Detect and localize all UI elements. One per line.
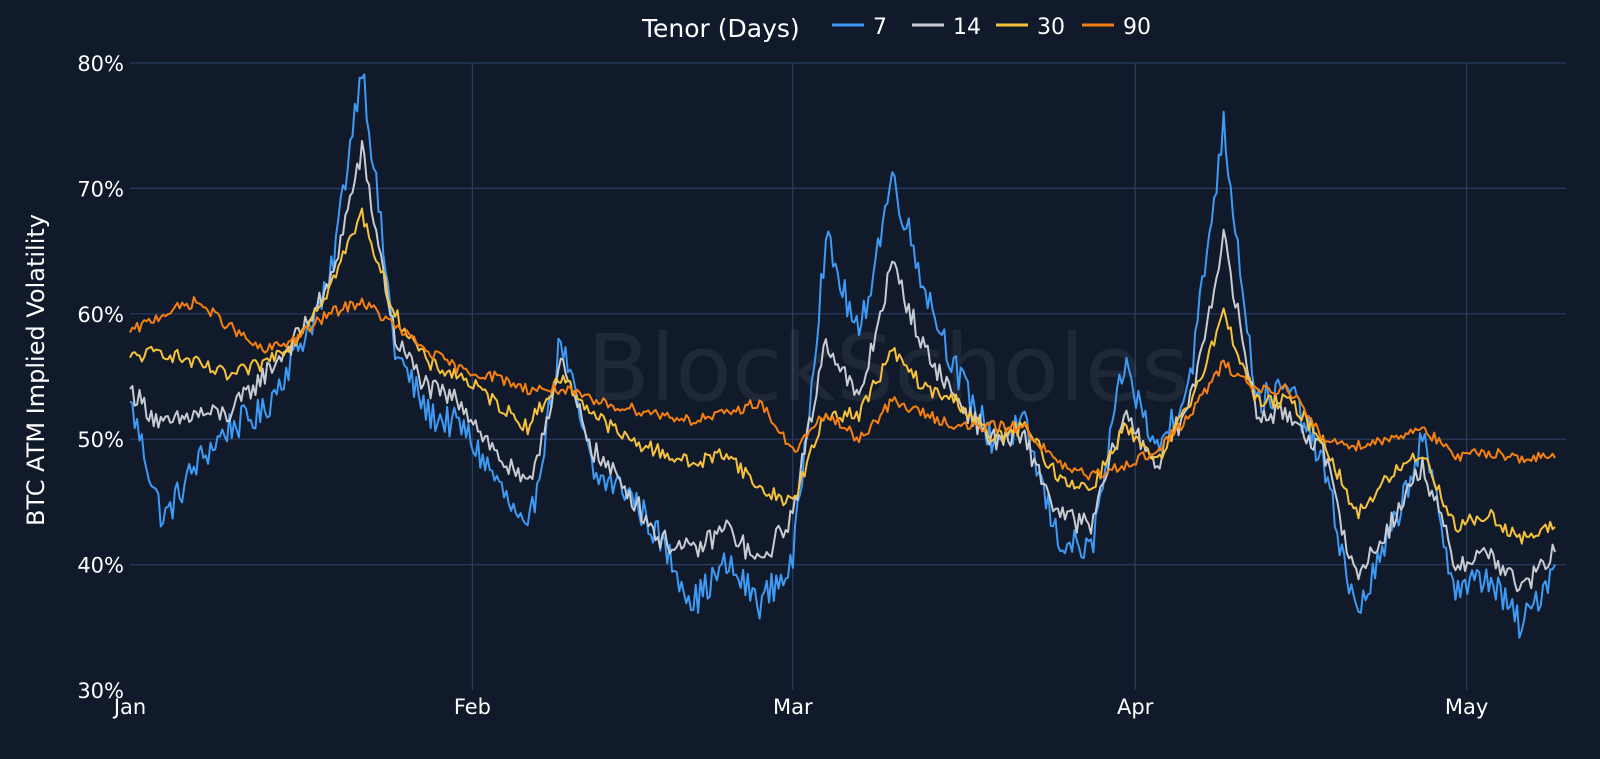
x-tick-label: Apr: [1117, 695, 1154, 719]
y-tick-label: 60%: [77, 303, 124, 327]
x-tick-label: Mar: [773, 695, 813, 719]
legend-label-14[interactable]: 14: [953, 15, 981, 40]
legend-label-7[interactable]: 7: [873, 15, 887, 40]
series-line-7-day: [129, 73, 1556, 639]
x-tick-label: Feb: [454, 695, 491, 719]
axes: 30% 40% 50% 60% 70% 80% Jan Feb Mar Apr May: [77, 52, 1488, 719]
y-tick-label: 30%: [77, 679, 124, 703]
legend-title: Tenor (Days): [641, 14, 800, 43]
x-tick-label: May: [1445, 695, 1488, 719]
x-tick-label: Jan: [112, 695, 146, 719]
series-lines: [129, 73, 1556, 639]
y-tick-label: 70%: [77, 177, 124, 201]
legend[interactable]: Tenor (Days) 7 14 30 90: [641, 14, 1151, 43]
legend-label-90[interactable]: 90: [1123, 15, 1151, 40]
legend-label-30[interactable]: 30: [1037, 15, 1065, 40]
y-tick-label: 40%: [77, 554, 124, 578]
y-tick-label: 80%: [77, 52, 124, 76]
y-axis-title: BTC ATM Implied Volatility: [22, 214, 50, 526]
y-tick-label: 50%: [77, 428, 124, 452]
series-line-30-day: [129, 207, 1556, 545]
series-line-14-day: [129, 140, 1556, 593]
series-line-90-day: [129, 296, 1556, 481]
